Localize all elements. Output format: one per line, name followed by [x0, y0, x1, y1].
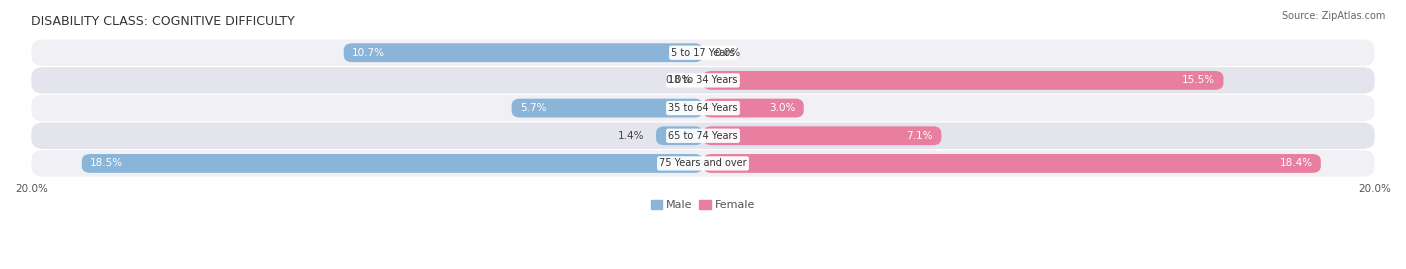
Text: 3.0%: 3.0%: [769, 103, 796, 113]
FancyBboxPatch shape: [703, 99, 804, 118]
Legend: Male, Female: Male, Female: [647, 196, 759, 215]
Text: 15.5%: 15.5%: [1182, 75, 1215, 85]
FancyBboxPatch shape: [31, 150, 1375, 177]
Text: 1.4%: 1.4%: [617, 131, 644, 141]
Text: 10.7%: 10.7%: [352, 48, 385, 58]
Text: 65 to 74 Years: 65 to 74 Years: [668, 131, 738, 141]
FancyBboxPatch shape: [31, 40, 1375, 66]
FancyBboxPatch shape: [703, 154, 1320, 173]
Text: 0.0%: 0.0%: [714, 48, 741, 58]
FancyBboxPatch shape: [82, 154, 703, 173]
FancyBboxPatch shape: [703, 126, 942, 145]
Text: DISABILITY CLASS: COGNITIVE DIFFICULTY: DISABILITY CLASS: COGNITIVE DIFFICULTY: [31, 15, 295, 28]
FancyBboxPatch shape: [343, 43, 703, 62]
FancyBboxPatch shape: [31, 95, 1375, 121]
Text: 18 to 34 Years: 18 to 34 Years: [668, 75, 738, 85]
FancyBboxPatch shape: [31, 123, 1375, 149]
Text: 7.1%: 7.1%: [907, 131, 934, 141]
Text: 18.5%: 18.5%: [90, 158, 124, 168]
Text: 5.7%: 5.7%: [520, 103, 547, 113]
Text: 0.0%: 0.0%: [665, 75, 692, 85]
FancyBboxPatch shape: [657, 126, 703, 145]
FancyBboxPatch shape: [31, 67, 1375, 94]
Text: 18.4%: 18.4%: [1279, 158, 1312, 168]
Text: 35 to 64 Years: 35 to 64 Years: [668, 103, 738, 113]
Text: Source: ZipAtlas.com: Source: ZipAtlas.com: [1281, 11, 1385, 21]
FancyBboxPatch shape: [512, 99, 703, 118]
Text: 5 to 17 Years: 5 to 17 Years: [671, 48, 735, 58]
Text: 75 Years and over: 75 Years and over: [659, 158, 747, 168]
FancyBboxPatch shape: [703, 71, 1223, 90]
